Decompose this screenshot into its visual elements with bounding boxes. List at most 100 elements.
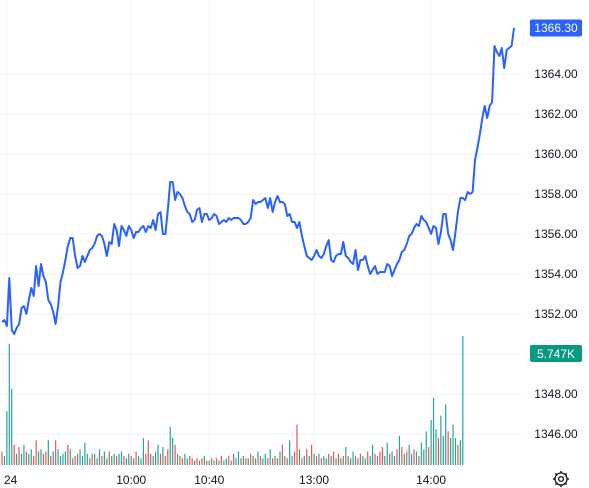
volume-bar-49: [120, 451, 123, 465]
volume-bar-187: [457, 444, 459, 465]
volume-bar-36: [89, 458, 91, 465]
volume-bar-98: [240, 458, 242, 465]
volume-bar-149: [364, 458, 366, 465]
volume-bar-167: [408, 444, 410, 465]
volume-bar-138: [337, 453, 340, 465]
volume-bar-107: [262, 458, 264, 465]
volume-bar-31: [76, 453, 79, 465]
volume-bar-38: [94, 453, 96, 465]
volume-bar-85: [208, 460, 210, 465]
volume-bar-140: [342, 456, 344, 465]
volume-bar-34: [84, 442, 86, 465]
volume-bar-175: [428, 447, 430, 465]
volume-bar-148: [362, 456, 364, 465]
volume-bar-9: [23, 444, 25, 465]
volume-bar-179: [437, 438, 440, 465]
volume-bar-174: [425, 431, 427, 465]
volume-bar-155: [379, 451, 381, 465]
volume-bar-96: [235, 458, 237, 465]
volume-bar-59: [145, 453, 147, 465]
volume-bar-104: [254, 458, 257, 465]
volume-bar-139: [340, 458, 342, 465]
volume-bar-82: [201, 458, 203, 465]
volume-label: 5.747K: [537, 347, 575, 361]
volume-bar-118: [289, 440, 291, 465]
volume-bar-162: [396, 449, 398, 465]
volume-bar-83: [203, 456, 205, 465]
volume-bar-29: [72, 458, 74, 465]
volume-bar-68: [167, 449, 169, 465]
price-tick-label-8: 1362.00: [534, 107, 578, 121]
volume-bar-182: [445, 404, 447, 465]
volume-bar-127: [311, 444, 313, 465]
volume-bar-0: [1, 451, 3, 465]
volume-bar-97: [237, 451, 240, 465]
volume-bar-23: [57, 449, 59, 465]
volume-bar-89: [218, 460, 220, 465]
volume-bar-116: [284, 456, 286, 465]
volume-bar-176: [430, 420, 432, 465]
volume-bar-170: [415, 451, 418, 465]
volume-bar-165: [403, 453, 405, 465]
volume-bar-102: [250, 453, 252, 465]
volume-bar-125: [306, 449, 308, 465]
volume-bar-185: [452, 424, 454, 465]
volume-bar-150: [367, 451, 369, 465]
volume-bar-130: [318, 453, 320, 465]
volume-bar-186: [454, 438, 457, 465]
volume-bar-109: [267, 458, 269, 465]
volume-bar-7: [18, 447, 20, 465]
volume-bar-108: [264, 453, 266, 465]
volume-bar-135: [330, 456, 332, 465]
price-line-layer: [1, 27, 515, 335]
volume-bar-131: [320, 458, 322, 465]
volume-bar-158: [386, 442, 388, 465]
volume-bar-53: [130, 456, 132, 465]
volume-bar-79: [194, 460, 196, 465]
price-tick-label-5: 1356.00: [534, 227, 578, 241]
volume-bar-35: [86, 453, 88, 465]
volume-bar-74: [181, 458, 184, 465]
grid: [0, 0, 524, 466]
volume-bar-4: [11, 388, 13, 465]
volume-bar-87: [213, 460, 215, 465]
volume-bar-66: [162, 447, 164, 465]
volume-bar-189: [462, 336, 464, 465]
volume-bar-8: [20, 453, 23, 465]
volume-bar-69: [169, 426, 171, 465]
volume-bar-50: [123, 456, 125, 465]
time-tick-label-3: 13:00: [299, 473, 329, 487]
volume-badge: [530, 345, 582, 362]
volume-bar-61: [150, 453, 152, 465]
volume-bar-105: [257, 451, 259, 465]
volume-bar-84: [206, 460, 208, 465]
volume-bar-6: [16, 453, 18, 465]
volume-bar-178: [435, 429, 437, 465]
volume-bar-46: [113, 453, 115, 465]
volume-bar-113: [276, 458, 279, 465]
volume-bar-32: [79, 449, 81, 465]
volume-bar-90: [220, 456, 223, 465]
volume-bar-117: [286, 458, 288, 465]
volume-bar-33: [81, 456, 84, 465]
volume-bar-95: [233, 453, 235, 465]
volume-bar-94: [230, 460, 232, 465]
time-tick-label-2: 10:40: [194, 473, 224, 487]
price-tick-label-1: 1348.00: [534, 387, 578, 401]
volume-bar-119: [291, 456, 293, 465]
volume-bar-11: [28, 453, 30, 465]
volume-bar-44: [108, 451, 110, 465]
settings-gear-icon[interactable]: [553, 471, 569, 487]
volume-bar-160: [391, 451, 393, 465]
volume-bar-67: [164, 456, 166, 465]
volume-bar-114: [279, 451, 281, 465]
volume-bar-48: [118, 453, 120, 465]
volume-bar-77: [189, 456, 191, 465]
volume-bar-141: [345, 447, 347, 465]
volume-bar-143: [350, 458, 352, 465]
volume-bar-56: [137, 456, 140, 465]
volume-bar-21: [52, 451, 54, 465]
volume-bar-47: [115, 456, 118, 465]
